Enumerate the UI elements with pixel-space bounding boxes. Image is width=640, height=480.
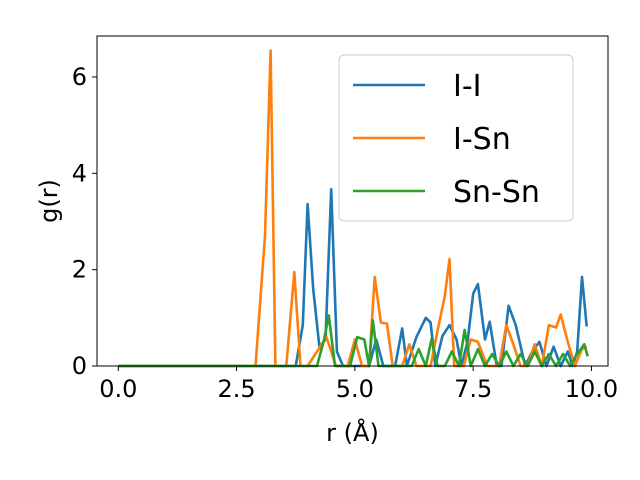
- legend-box: [338, 54, 574, 222]
- y-tick-label: 2: [72, 256, 87, 284]
- y-axis-label: g(r): [35, 179, 63, 223]
- x-axis: 0.0 2.5 5.0 7.5 10.0: [99, 366, 618, 403]
- legend: I-I I-Sn Sn-Sn: [338, 54, 574, 222]
- x-tick-label: 5.0: [336, 375, 374, 403]
- legend-label-i-i: I-I: [453, 69, 482, 104]
- x-tick-label: 7.5: [454, 375, 492, 403]
- plot-area: [96, 35, 609, 368]
- series-line-sn-sn: [118, 314, 589, 368]
- y-axis: 0 2 4 6: [72, 63, 97, 380]
- x-axis-label: r (Å): [326, 418, 379, 447]
- axes-frame: [96, 35, 609, 367]
- legend-label-sn-sn: Sn-Sn: [453, 175, 540, 210]
- x-tick-label: 2.5: [217, 375, 255, 403]
- x-tick-label: 10.0: [565, 375, 618, 403]
- x-tick-label: 0.0: [99, 375, 137, 403]
- y-tick-label: 4: [72, 159, 87, 187]
- legend-label-i-sn: I-Sn: [453, 122, 511, 157]
- y-tick-label: 0: [72, 352, 87, 380]
- y-tick-label: 6: [72, 63, 87, 91]
